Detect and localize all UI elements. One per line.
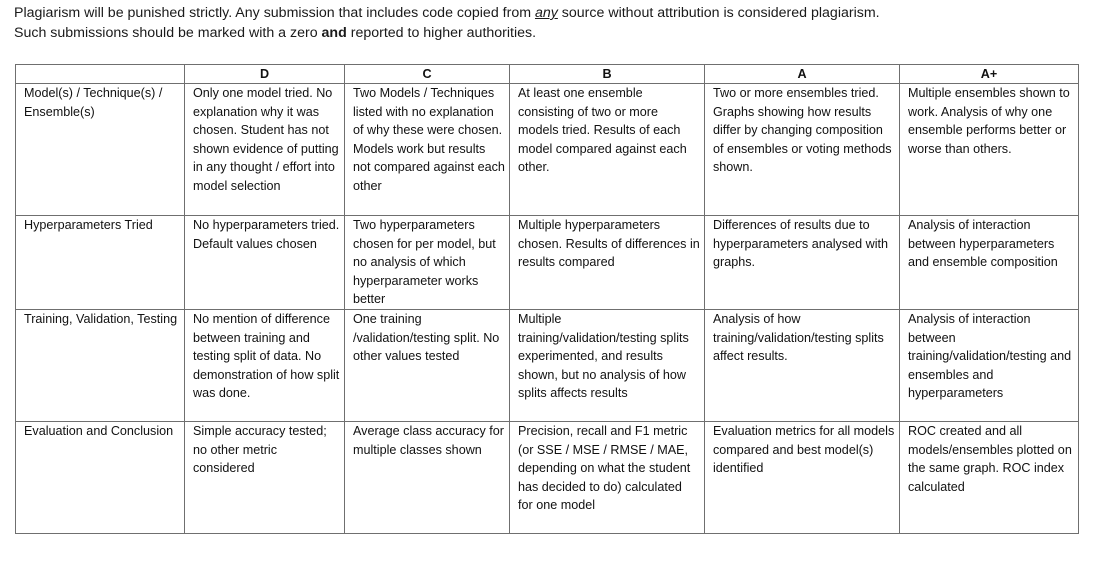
notice-line-1-end: source without attribution is considered…: [557, 5, 880, 21]
header-row: D C B A A+: [15, 64, 1079, 84]
criterion-cell: Hyperparameters Tried: [15, 215, 185, 310]
grade-cell: No hyperparameters tried. Default values…: [184, 215, 345, 310]
grade-cell: Two or more ensembles tried. Graphs show…: [704, 83, 900, 216]
header-grade-b: B: [509, 64, 705, 84]
notice-line-1: Plagiarism will be punished strictly. An…: [14, 3, 880, 23]
table-row: Evaluation and Conclusion Simple accurac…: [15, 421, 1079, 534]
header-grade-d: D: [184, 64, 345, 84]
table-row: Training, Validation, Testing No mention…: [15, 309, 1079, 422]
grade-cell: Multiple hyperparameters chosen. Results…: [509, 215, 705, 310]
header-grade-a: A: [704, 64, 900, 84]
criterion-cell: Training, Validation, Testing: [15, 309, 185, 422]
table-row: Hyperparameters Tried No hyperparameters…: [15, 215, 1079, 310]
header-grade-c: C: [344, 64, 510, 84]
header-grade-a-plus: A+: [899, 64, 1079, 84]
table-row: Model(s) / Technique(s) / Ensemble(s) On…: [15, 83, 1079, 216]
grade-cell: ROC created and all models/ensembles plo…: [899, 421, 1079, 534]
notice-bold-word: and: [321, 25, 347, 41]
grade-cell: Two hyperparameters chosen for per model…: [344, 215, 510, 310]
notice-line-2: Such submissions should be marked with a…: [14, 23, 880, 43]
notice-emphasis: any: [534, 5, 558, 21]
grade-cell: No mention of difference between trainin…: [184, 309, 345, 422]
grade-cell: Two Models / Techniques listed with no e…: [344, 83, 510, 216]
grade-cell: Differences of results due to hyperparam…: [704, 215, 900, 310]
grade-cell: At least one ensemble consisting of two …: [509, 83, 705, 216]
criterion-cell: Evaluation and Conclusion: [15, 421, 185, 534]
grade-cell: Simple accuracy tested; no other metric …: [184, 421, 345, 534]
grade-cell: One training /validation/testing split. …: [344, 309, 510, 422]
plagiarism-notice: Plagiarism will be punished strictly. An…: [14, 3, 880, 43]
grade-cell: Only one model tried. No explanation why…: [184, 83, 345, 216]
grading-rubric-table: D C B A A+ Model(s) / Technique(s) / Ens…: [15, 64, 1079, 534]
criterion-cell: Model(s) / Technique(s) / Ensemble(s): [15, 83, 185, 216]
grade-cell: Multiple ensembles shown to work. Analys…: [899, 83, 1079, 216]
grade-cell: Multiple training/validation/testing spl…: [509, 309, 705, 422]
header-criterion: [15, 64, 185, 84]
grade-cell: Analysis of how training/validation/test…: [704, 309, 900, 422]
grade-cell: Precision, recall and F1 metric (or SSE …: [509, 421, 705, 534]
grade-cell: Analysis of interaction between hyperpar…: [899, 215, 1079, 310]
grade-cell: Average class accuracy for multiple clas…: [344, 421, 510, 534]
notice-line-1-start: Plagiarism will be punished strictly. An…: [14, 5, 535, 21]
notice-line-2-start: Such submissions should be marked with a…: [14, 25, 322, 41]
grade-cell: Evaluation metrics for all models compar…: [704, 421, 900, 534]
notice-line-2-end: reported to higher authorities.: [346, 25, 537, 41]
grade-cell: Analysis of interaction between training…: [899, 309, 1079, 422]
